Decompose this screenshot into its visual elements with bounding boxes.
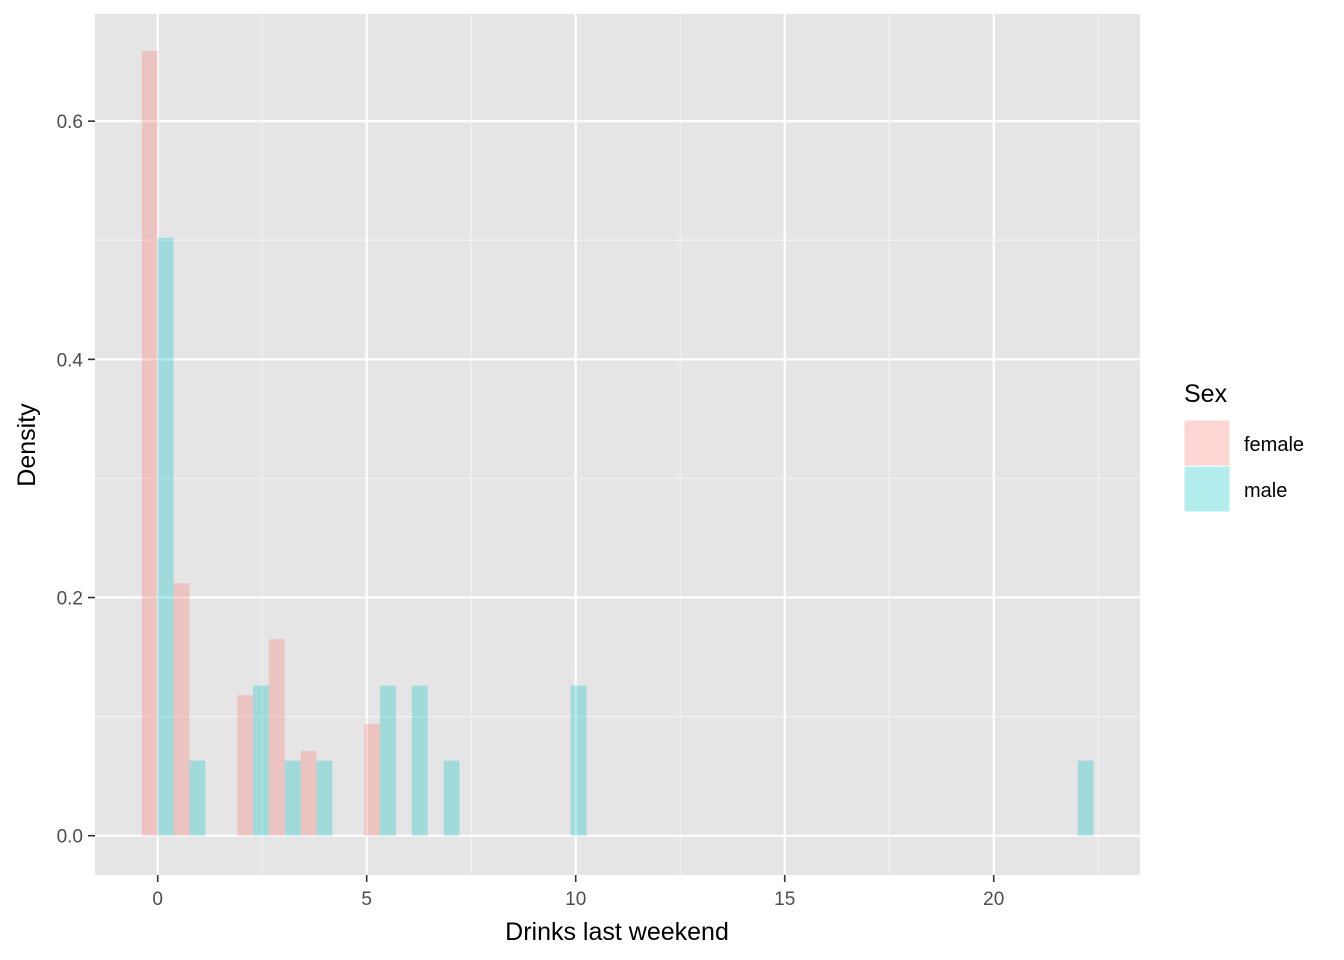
bar-male-4 (316, 760, 333, 836)
x-axis-ticks: 0 5 10 15 20 (152, 875, 1004, 910)
x-tick-label-4: 20 (983, 889, 1004, 910)
legend-item-female: female (1183, 419, 1304, 467)
legend-label-female: female (1244, 434, 1304, 456)
bar-male-6 (411, 685, 428, 836)
bar-male-0 (157, 237, 174, 836)
plot-panel (95, 14, 1140, 875)
bar-male-8 (570, 685, 587, 836)
x-tick-label-3: 15 (774, 889, 795, 910)
y-tick-label-2: 0.4 (57, 350, 84, 371)
bar-female-5 (364, 723, 381, 836)
bar-male-9 (1077, 760, 1094, 836)
bar-female-2 (237, 695, 254, 836)
legend-key-male (1183, 465, 1231, 513)
bar-male-3 (284, 760, 301, 836)
legend-key-female (1183, 419, 1231, 467)
legend: Sex female male (1183, 380, 1304, 513)
bar-female-1 (173, 583, 190, 836)
legend-item-male: male (1183, 465, 1287, 513)
bar-male-1 (189, 760, 206, 836)
x-tick-label-2: 10 (565, 889, 586, 910)
y-tick-label-0: 0.0 (57, 827, 83, 848)
y-axis-ticks: 0.0 0.2 0.4 0.6 (57, 112, 95, 848)
bar-male-7 (443, 760, 460, 836)
y-tick-label-3: 0.6 (57, 112, 83, 133)
grid-major (95, 14, 1140, 875)
x-tick-label-1: 5 (361, 889, 372, 910)
legend-title: Sex (1184, 380, 1228, 408)
bar-female-4 (300, 751, 317, 836)
bar-male-5 (380, 685, 396, 836)
bar-female-3 (268, 639, 285, 836)
y-tick-label-1: 0.2 (57, 589, 83, 610)
x-tick-label-0: 0 (152, 889, 163, 910)
bar-female-0 (141, 50, 158, 836)
x-axis-title: Drinks last weekend (505, 918, 729, 946)
bars (141, 50, 1094, 836)
y-axis-title: Density (13, 403, 41, 487)
bar-male-2 (253, 685, 269, 836)
legend-label-male: male (1244, 480, 1287, 502)
grid-minor (95, 14, 1140, 875)
